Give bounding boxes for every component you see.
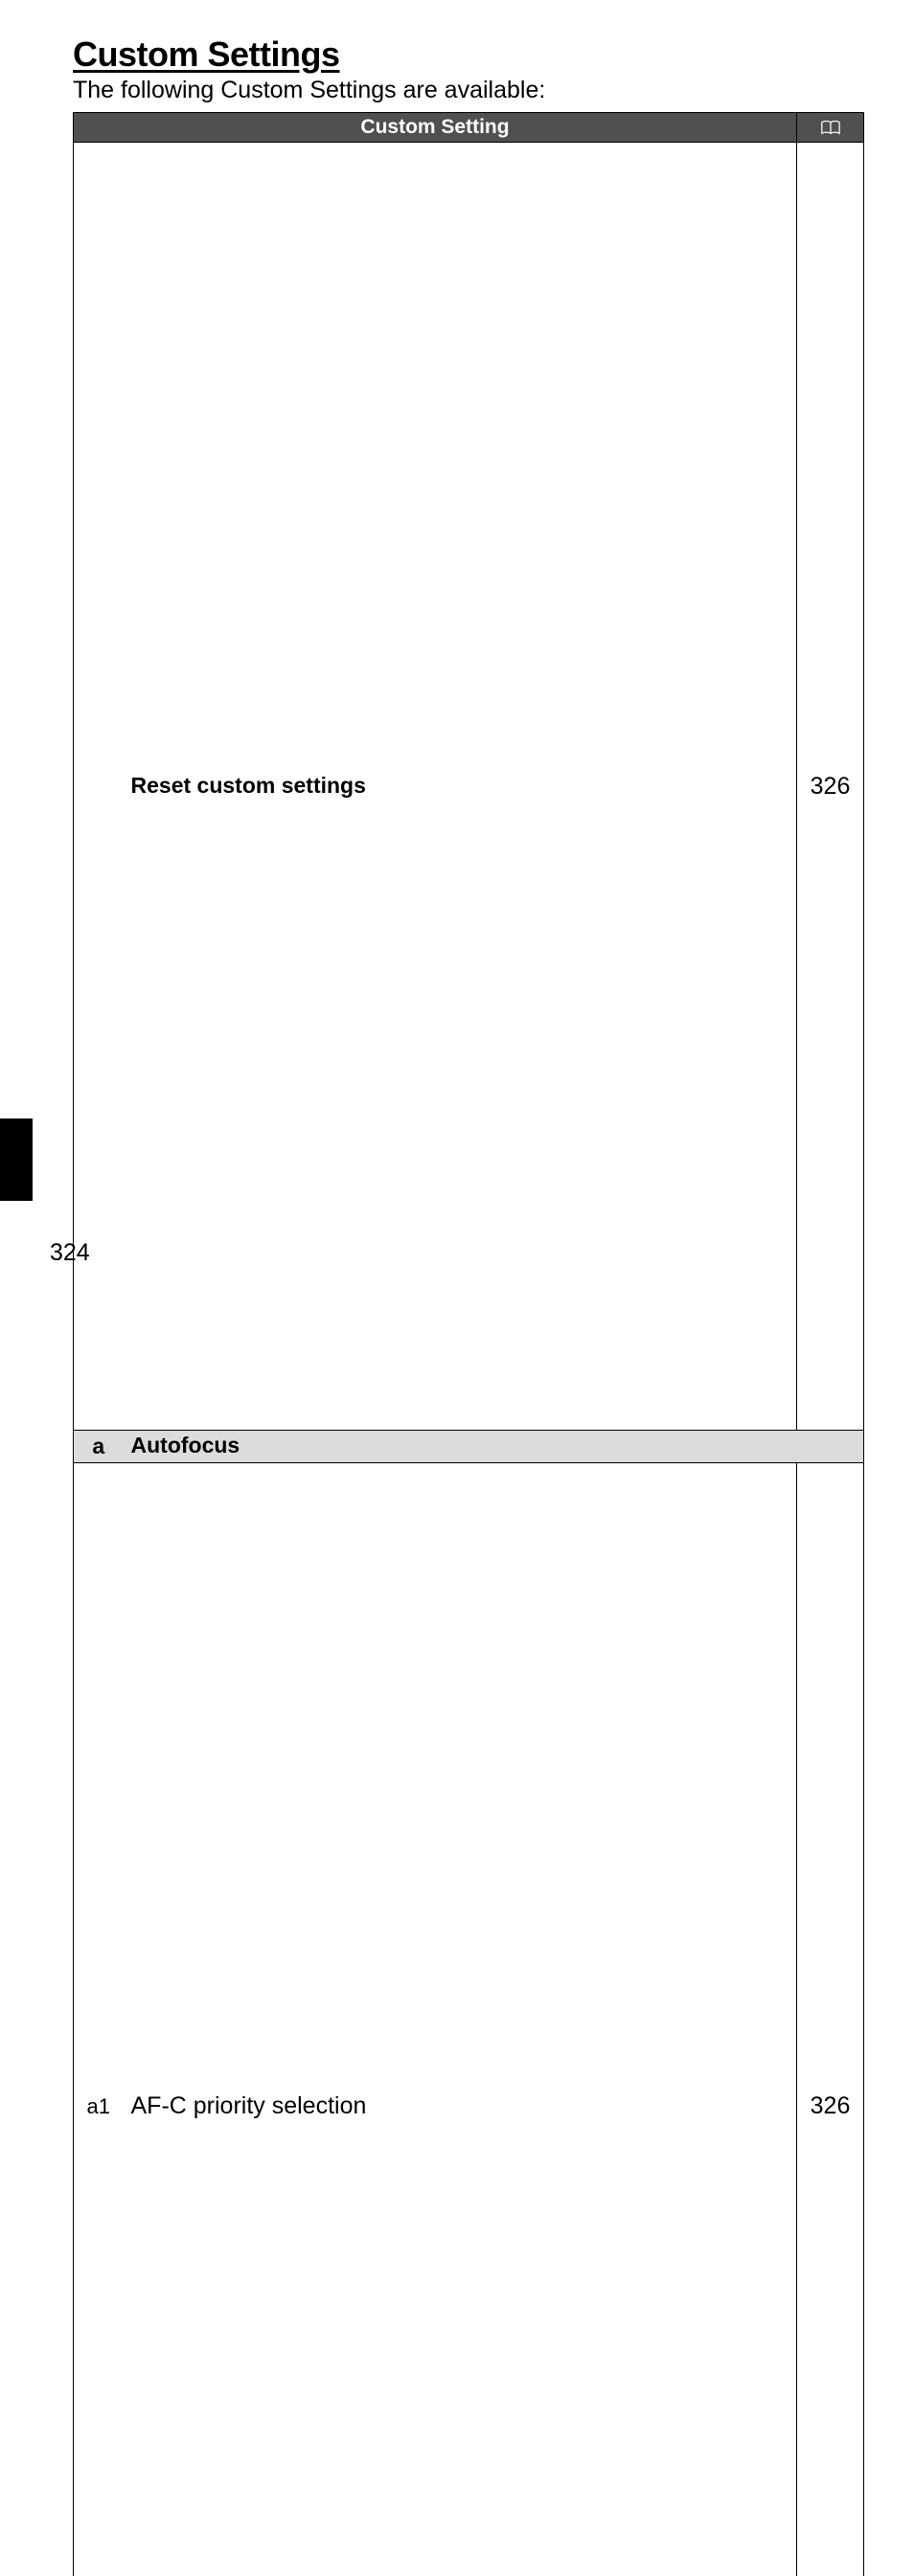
row-code [74, 143, 124, 1431]
table-body: Reset custom settings326aAutofocusa1AF-C… [74, 143, 864, 2576]
section-code: a [74, 1431, 124, 1462]
page-subtitle: The following Custom Settings are availa… [73, 77, 864, 104]
page-heading: Custom Settings [73, 34, 864, 75]
table-header-page-icon [797, 113, 864, 143]
page-number: 324 [50, 1239, 90, 1267]
row-page: 326 [797, 1462, 864, 2576]
row-page: 326 [797, 143, 864, 1431]
row-label: Reset custom settings [124, 143, 797, 1431]
table-header-title: Custom Setting [74, 113, 797, 143]
side-tab [0, 1119, 33, 1201]
custom-settings-table: Custom Setting Reset custom settings326a… [73, 112, 864, 2576]
row-label: AF-C priority selection [124, 1462, 797, 2576]
page: Custom Settings The following Custom Set… [0, 0, 914, 1288]
table-header-row: Custom Setting [74, 113, 864, 143]
section-title: Autofocus [124, 1431, 864, 1462]
book-icon [821, 121, 840, 135]
table-row-reset: Reset custom settings326 [74, 143, 864, 1431]
section-header-row: aAutofocus [74, 1431, 864, 1462]
table-row: a1AF-C priority selection326 [74, 1462, 864, 2576]
row-code: a1 [74, 1462, 124, 2576]
